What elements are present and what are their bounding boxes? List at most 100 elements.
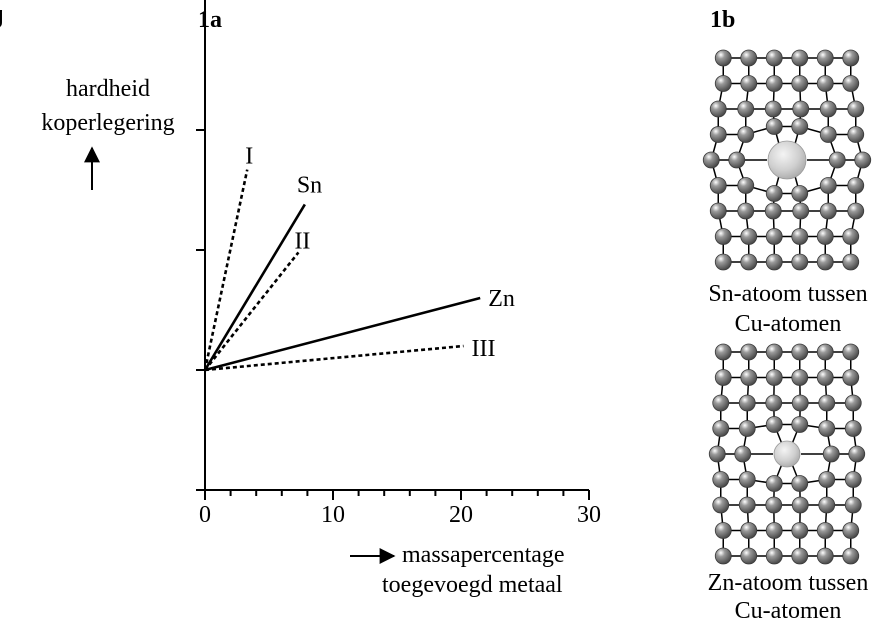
cu-atom	[714, 228, 732, 245]
cu-atom	[816, 75, 834, 92]
cu-atom	[765, 496, 783, 514]
cu-atom	[740, 547, 758, 565]
cu-atom	[818, 420, 836, 437]
y-axis-label-line-2: koperlegering	[41, 110, 175, 136]
cu-atom	[702, 151, 720, 169]
cu-atom	[848, 445, 866, 463]
cu-atom	[765, 547, 783, 565]
lattice-top	[702, 49, 872, 271]
cu-atom	[714, 49, 732, 67]
x-axis-label-line-2: toegevoegd metaal	[382, 572, 563, 598]
cu-atom	[709, 126, 727, 143]
cu-atom	[714, 547, 732, 565]
cu-atom	[847, 177, 865, 194]
cu-atom	[791, 228, 809, 245]
cu-atom	[791, 49, 809, 67]
cu-atom	[712, 471, 730, 488]
caption-bottom-line-1: Zn-atoom tussen	[707, 570, 869, 596]
series-line-zn	[204, 296, 481, 372]
x-axis-label-line-1: massapercentage	[402, 542, 565, 568]
x-tick-label: 20	[449, 502, 473, 528]
cu-atom	[791, 475, 809, 492]
cu-atom	[737, 126, 755, 143]
cu-atom	[728, 151, 746, 169]
cu-atom	[842, 49, 860, 67]
cu-atom	[734, 445, 752, 463]
cu-atom	[765, 49, 783, 67]
cu-atom	[844, 420, 862, 437]
cu-atom	[740, 253, 758, 271]
y-axis-label-line-1: hardheid	[66, 76, 150, 102]
cu-atom	[791, 522, 809, 539]
cu-atom	[791, 369, 809, 386]
cu-atom	[740, 228, 758, 245]
series-label-i: I	[245, 144, 253, 170]
cu-atom	[791, 496, 809, 514]
series-line-i	[203, 169, 249, 371]
cu-atom	[738, 420, 756, 437]
cu-atom	[712, 496, 730, 514]
cu-atom	[844, 471, 862, 488]
series-label-ii: II	[294, 228, 310, 254]
cu-atom	[818, 496, 836, 514]
cu-atom	[708, 445, 726, 463]
cu-atom	[740, 75, 758, 92]
series-line-sn	[203, 203, 306, 371]
cu-atom	[791, 416, 809, 433]
cu-atom	[765, 394, 783, 412]
cu-atom	[740, 522, 758, 539]
cu-atom	[765, 369, 783, 386]
caption-bottom-line-2: Cu-atomen	[734, 598, 842, 624]
cu-atom	[847, 126, 865, 143]
x-tick-label: 0	[199, 502, 211, 528]
cu-atom	[765, 75, 783, 92]
cu-atom	[737, 202, 755, 220]
cu-atom	[765, 253, 783, 271]
cu-atom	[842, 369, 860, 386]
cu-atom	[738, 471, 756, 488]
cu-atom	[712, 394, 730, 412]
cu-atom	[791, 185, 809, 202]
cu-atom	[738, 394, 756, 412]
cu-atom	[842, 522, 860, 539]
cu-atom	[819, 126, 837, 143]
cu-atom	[844, 394, 862, 412]
cu-atom	[842, 75, 860, 92]
cu-atom	[842, 343, 860, 361]
cu-atom	[816, 369, 834, 386]
cu-atom	[818, 394, 836, 412]
cu-atom	[792, 202, 810, 220]
cu-atom	[819, 177, 837, 194]
x-tick-label: 30	[577, 502, 601, 528]
cu-atom	[792, 100, 810, 118]
cu-atom	[791, 118, 809, 135]
cu-atom	[765, 343, 783, 361]
cu-atom	[847, 100, 865, 118]
cu-atom	[816, 49, 834, 67]
cu-atom	[818, 471, 836, 488]
cu-atom	[765, 475, 783, 492]
cu-atom	[764, 100, 782, 118]
cu-atom	[847, 202, 865, 220]
lattice-bottom	[708, 343, 866, 565]
cu-atom	[740, 343, 758, 361]
cu-atom	[714, 75, 732, 92]
cu-atom	[828, 151, 846, 169]
series-label-sn: Sn	[297, 172, 322, 198]
cu-atom	[765, 118, 783, 135]
cu-atom	[714, 343, 732, 361]
cu-atom	[714, 253, 732, 271]
cu-atom	[791, 394, 809, 412]
cu-atom	[737, 177, 755, 194]
cu-atom	[816, 547, 834, 565]
cu-atom	[819, 202, 837, 220]
series-label-zn: Zn	[488, 286, 515, 312]
cu-atom	[791, 253, 809, 271]
cu-atom	[819, 100, 837, 118]
cu-atom	[764, 202, 782, 220]
cu-atom	[816, 522, 834, 539]
cu-atom	[740, 49, 758, 67]
cu-atom	[816, 253, 834, 271]
cu-atom	[765, 522, 783, 539]
cu-atom	[822, 445, 840, 463]
